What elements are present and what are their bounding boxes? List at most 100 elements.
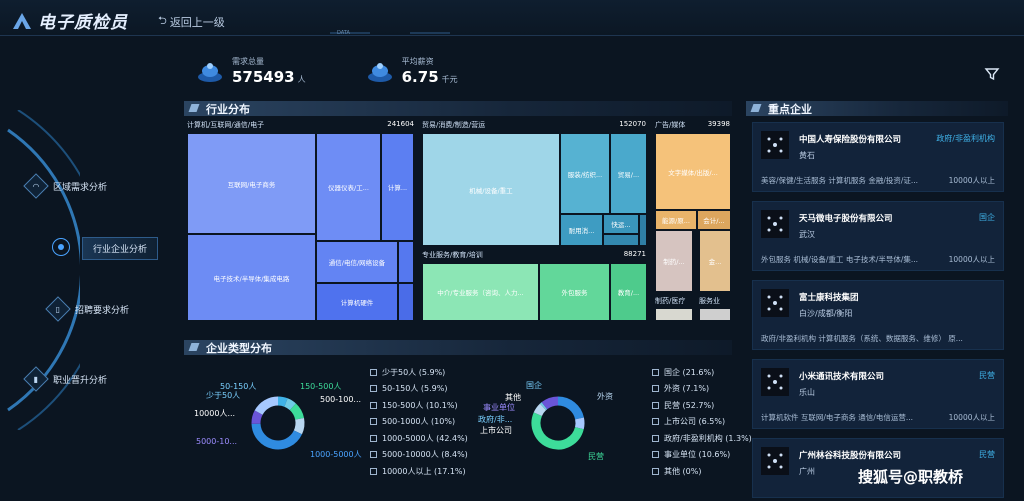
checkbox[interactable] — [652, 434, 659, 442]
company-name: 广州林谷科技股份有限公司 — [799, 451, 902, 461]
checkbox[interactable] — [652, 467, 659, 475]
donut-label: 50-150人 — [220, 382, 257, 391]
legend-item[interactable]: 50-150人 (5.9%) — [370, 381, 468, 398]
donut-slice-政府/非盈利机构[interactable] — [539, 402, 548, 411]
treemap-cell-small[interactable] — [655, 308, 693, 321]
donut-label: 事业单位 — [483, 403, 515, 412]
treemap-group-value: 152070 — [619, 120, 646, 128]
stat-label: 平均薪资 — [401, 57, 434, 66]
chart-icon: ▮ — [23, 366, 49, 392]
company-card[interactable]: 富士康科技集团 白沙/成都/衡阳 政府/非盈利机构 计算机服务（系统、数据服务、… — [752, 280, 1004, 350]
donut-slice-外资[interactable] — [574, 417, 585, 430]
company-name: 中国人寿保险股份有限公司 — [799, 135, 902, 145]
stat-value: 575493 — [232, 68, 295, 86]
legend-item[interactable]: 500-1000人 (10%) — [370, 414, 468, 431]
donut-slice-上市公司[interactable] — [533, 403, 547, 417]
top-bar: 电子质检员 ⮌ 返回上一级 DATA — [0, 0, 1024, 36]
legend-item[interactable]: 事业单位 (10.6%) — [652, 447, 752, 464]
checkbox[interactable] — [370, 401, 377, 409]
stat-unit: 人 — [297, 75, 306, 84]
treemap-cell[interactable]: 计算机硬件 — [316, 283, 398, 321]
legend-item[interactable]: 上市公司 (6.5%) — [652, 414, 752, 431]
legend-item[interactable]: 民营 (52.7%) — [652, 397, 752, 414]
stat-salary: 平均薪资 6.75 千元 — [366, 56, 458, 86]
section-key-companies: 重点企业 — [746, 101, 1008, 116]
donut-slice-国企[interactable] — [557, 396, 584, 420]
company-type: 民营 — [979, 450, 995, 459]
legend-item[interactable]: 150-500人 (10.1%) — [370, 397, 468, 414]
checkbox[interactable] — [652, 385, 659, 393]
treemap-cell[interactable]: 金... — [699, 230, 731, 292]
treemap-cell[interactable]: 制药/... — [655, 230, 693, 292]
donut-slice-民营[interactable] — [531, 412, 584, 450]
treemap-cell[interactable]: 电子技术/半导体/集成电路 — [187, 234, 316, 321]
company-card[interactable]: 小米通讯技术有限公司 乐山 民营 计算机软件 互联网/电子商务 通信/电信运营.… — [752, 359, 1004, 429]
treemap-cell[interactable]: 机械/设备/重工 — [422, 133, 560, 246]
donut-slice-500-1000人[interactable] — [293, 417, 305, 435]
donut-label: 10000人... — [194, 409, 236, 418]
legend-item[interactable]: 5000-10000人 (8.4%) — [370, 447, 468, 464]
treemap-cell[interactable]: 快运... — [603, 214, 639, 234]
company-card[interactable]: 天马微电子股份有限公司 武汉 国企 外包服务 机械/设备/重工 电子技术/半导体… — [752, 201, 1004, 271]
legend-item[interactable]: 外资 (7.1%) — [652, 381, 752, 398]
treemap-cell[interactable]: 仪器仪表/工... — [316, 133, 381, 241]
checkbox[interactable] — [370, 451, 377, 459]
company-card[interactable]: 广州林谷科技股份有限公司 广州 民营 — [752, 438, 1004, 498]
treemap-cell-small[interactable] — [639, 214, 647, 246]
legend-item[interactable]: 10000人以上 (17.1%) — [370, 463, 468, 480]
doc-icon: ▯ — [45, 296, 71, 322]
donut-slice-150-500人[interactable] — [289, 403, 305, 420]
checkbox[interactable] — [370, 434, 377, 442]
donut-slice-少于50人[interactable] — [277, 396, 288, 407]
checkbox[interactable] — [652, 418, 659, 426]
checkbox[interactable] — [652, 451, 659, 459]
treemap-cell[interactable]: 计算... — [381, 133, 414, 241]
treemap-cell[interactable]: 通信/电信/网络设备 — [316, 241, 398, 283]
checkbox[interactable] — [370, 467, 377, 475]
checkbox[interactable] — [652, 401, 659, 409]
treemap-cell[interactable]: 服装/纺织... — [560, 133, 610, 214]
donut-slice-50-150人[interactable] — [284, 398, 296, 411]
legend-item[interactable]: 1000-5000人 (42.4%) — [370, 430, 468, 447]
treemap-cell[interactable]: 文字媒体/出版/... — [655, 133, 731, 210]
donut-label: 国企 — [526, 381, 542, 390]
treemap-cell[interactable]: 耐用消... — [560, 214, 603, 246]
legend-item[interactable]: 少于50人 (5.9%) — [370, 364, 468, 381]
treemap-cell[interactable]: 贸易/... — [610, 133, 647, 214]
treemap-cell-small[interactable] — [398, 283, 414, 321]
treemap-cell[interactable]: 中介/专业服务（咨询、人力... — [422, 263, 539, 321]
treemap-cell[interactable]: 外包服务 — [539, 263, 610, 321]
company-type: 民营 — [979, 371, 995, 380]
legend-item[interactable]: 其他 (0%) — [652, 463, 752, 480]
nav-recruit-requirements[interactable]: ▯ 招聘要求分析 — [45, 296, 129, 322]
donut-slice-1000-5000人[interactable] — [251, 423, 303, 450]
treemap-cell[interactable]: 会计/... — [697, 210, 731, 230]
treemap-cell-small[interactable] — [398, 241, 414, 283]
legend-label: 民营 (52.7%) — [664, 400, 715, 410]
company-logo-icon — [761, 131, 789, 159]
treemap-group-label: 广告/媒体 — [655, 121, 686, 129]
treemap-cell[interactable]: 互联网/电子商务 — [187, 133, 316, 234]
back-button[interactable]: ⮌ 返回上一级 — [158, 12, 225, 31]
treemap-cell[interactable]: 能源/原... — [655, 210, 697, 230]
checkbox[interactable] — [370, 385, 377, 393]
legend-item[interactable]: 国企 (21.6%) — [652, 364, 752, 381]
company-logo-icon — [761, 210, 789, 238]
donut-slice-5000-10000人[interactable] — [251, 410, 263, 424]
nav-region-demand[interactable]: ◠ 区域需求分析 — [23, 173, 107, 199]
treemap-cell-small[interactable] — [603, 234, 639, 246]
filter-icon[interactable] — [984, 66, 1000, 82]
checkbox[interactable] — [370, 418, 377, 426]
donut-slice-事业单位[interactable] — [541, 396, 559, 410]
checkbox[interactable] — [652, 368, 659, 376]
company-city: 黄石 — [799, 151, 815, 160]
checkbox[interactable] — [370, 368, 377, 376]
treemap-cell[interactable]: 教育/... — [610, 263, 647, 321]
donut-slice-10000人以上[interactable] — [254, 396, 279, 415]
treemap-cell-small[interactable] — [699, 308, 731, 321]
legend-item[interactable]: 政府/非盈利机构 (1.3%) — [652, 430, 752, 447]
nav-industry-company[interactable]: 行业企业分析 — [82, 237, 159, 260]
donut-label: 少于50人 — [206, 391, 241, 400]
nav-career-promotion[interactable]: ▮ 职业晋升分析 — [23, 366, 107, 392]
company-card[interactable]: 中国人寿保险股份有限公司 黄石 政府/非盈利机构 美容/保健/生活服务 计算机服… — [752, 122, 1004, 192]
